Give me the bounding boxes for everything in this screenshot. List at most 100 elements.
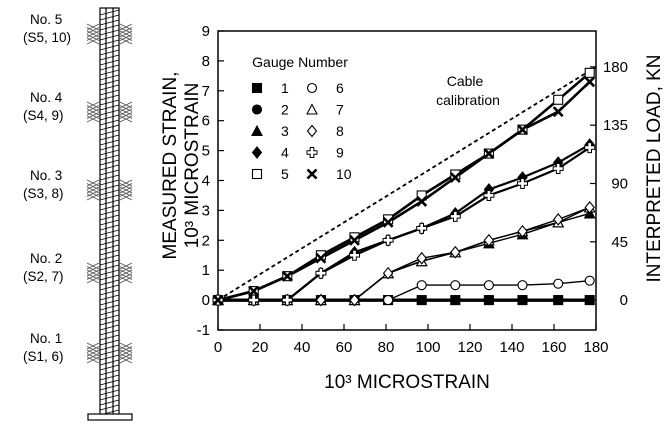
legend-label-1: 1	[281, 80, 289, 96]
data-point-series-6	[483, 280, 494, 291]
legend-label-5: 5	[281, 166, 289, 182]
legend-title: Gauge Number	[252, 54, 348, 70]
gauge-name-label: No. 1	[30, 331, 62, 346]
x-tick-label: 40	[294, 339, 311, 356]
x-tick-label: 140	[499, 339, 524, 356]
y2-tick-label: 0	[620, 292, 628, 309]
series-line-3	[218, 212, 590, 301]
series-line-4	[218, 143, 591, 302]
y-axis-title: MEASURED STRAIN,	[160, 72, 181, 260]
data-point-series-5	[584, 67, 595, 78]
data-point-series-10	[552, 106, 564, 118]
data-point-series-9	[483, 189, 495, 201]
data-point-series-8	[349, 293, 360, 307]
x-tick-label: 20	[252, 339, 269, 356]
x-tick-label: 80	[378, 339, 395, 356]
gauge-name-label: No. 5	[30, 12, 62, 27]
data-point-series-2	[553, 295, 564, 306]
y-tick-label: 6	[202, 113, 210, 130]
data-point-series-10	[248, 285, 260, 297]
series-line-7	[218, 206, 591, 301]
legend-label-6: 6	[336, 80, 344, 96]
y-tick-label: 8	[202, 53, 210, 70]
data-point-series-9	[584, 142, 596, 154]
legend-marker-8	[306, 124, 318, 138]
y-axis-title-line2: 10³ MICROSTRAIN	[182, 83, 203, 249]
x-tick-label: 180	[583, 339, 608, 356]
y-tick-label: 5	[202, 143, 210, 160]
cable-diagram: No. 5 (S5, 10) No. 4 (S4, 9) No. 3 (S3, 8) No.…	[23, 7, 133, 421]
data-point-series-6	[416, 280, 427, 291]
gauge-name-label: No. 3	[30, 168, 62, 183]
strain-gauge	[86, 101, 133, 123]
gauge-ids-label: (S4, 9)	[23, 108, 64, 123]
y2-tick-label: 180	[603, 59, 628, 76]
y-tick-label: 0	[202, 292, 210, 309]
data-point-series-10	[315, 252, 327, 264]
legend-label-2: 2	[281, 102, 289, 118]
data-point-series-9	[281, 294, 293, 306]
data-point-series-9	[248, 294, 260, 306]
legend-label-3: 3	[281, 123, 289, 139]
x-tick-label: 160	[541, 339, 566, 356]
gauge-name-label: No. 4	[30, 90, 63, 105]
data-point-series-2	[450, 295, 461, 306]
plot-frame	[217, 30, 597, 331]
x-tick-label: 60	[336, 339, 353, 356]
legend-marker-6	[306, 82, 318, 94]
data-point-series-10	[382, 216, 394, 228]
gauge-ids-label: (S5, 10)	[23, 30, 71, 45]
data-point-series-9	[349, 249, 360, 261]
data-point-series-6	[383, 295, 394, 306]
data-point-series-9	[315, 267, 327, 279]
gauge-ids-label: (S1, 6)	[23, 349, 64, 364]
data-point-series-8	[416, 251, 427, 265]
data-point-series-2	[416, 295, 427, 306]
legend-label-9: 9	[336, 145, 344, 161]
data-point-series-8	[517, 224, 528, 238]
legend-label-7: 7	[336, 102, 344, 118]
anchor-plate	[87, 413, 133, 421]
y-tick-label: 2	[202, 232, 210, 249]
data-point-series-10	[483, 148, 495, 160]
data-point-series-6	[517, 280, 528, 291]
y-tick-label: 1	[202, 262, 210, 279]
legend-marker-3	[251, 124, 263, 137]
y2-axis-title: INTERPRETED LOAD, KN	[644, 54, 665, 282]
strain-gauge	[86, 179, 133, 201]
y-tick-label: 7	[202, 83, 210, 100]
legend-label-4: 4	[281, 145, 289, 161]
legend-marker-1	[251, 82, 263, 94]
gauge-ids-label: (S3, 8)	[23, 186, 64, 201]
calibration-label-line2: calibration	[436, 92, 500, 108]
data-point-series-8	[450, 245, 461, 259]
data-point-series-2	[584, 295, 595, 306]
data-point-series-9	[552, 163, 564, 175]
data-point-series-8	[315, 293, 327, 307]
data-point-series-10	[584, 76, 596, 88]
legend-marker-7	[306, 103, 318, 115]
data-point-series-10	[349, 234, 360, 246]
y-tick-label: 4	[202, 173, 210, 190]
strain-gauge	[86, 342, 133, 364]
legend-marker-9	[306, 147, 318, 158]
y-axis-left: -1 0 1 2 3 4 5 6 7 8 9	[197, 23, 224, 339]
data-point-series-2	[517, 295, 528, 306]
data-point-series-10	[449, 172, 461, 183]
data-point-series-10	[517, 124, 528, 136]
data-point-series-6	[553, 278, 564, 289]
legend-marker-10	[306, 168, 318, 180]
x-tick-label: 100	[415, 339, 440, 356]
cable-hatching	[99, 9, 120, 416]
legend-marker-2	[251, 104, 263, 115]
data-point-series-8	[483, 233, 495, 247]
legend: Gauge Number 1 2 3 4 5 6 7 8 9 10	[251, 54, 352, 182]
series-line-8	[218, 206, 590, 301]
y-axis-right: 0 45 90 135 180	[590, 59, 628, 309]
data-point-series-8	[584, 201, 595, 214]
x-tick-label: 0	[214, 339, 222, 356]
series-line-9	[218, 146, 591, 302]
data-point-series-5	[553, 94, 564, 105]
strain-gauge	[86, 262, 133, 284]
